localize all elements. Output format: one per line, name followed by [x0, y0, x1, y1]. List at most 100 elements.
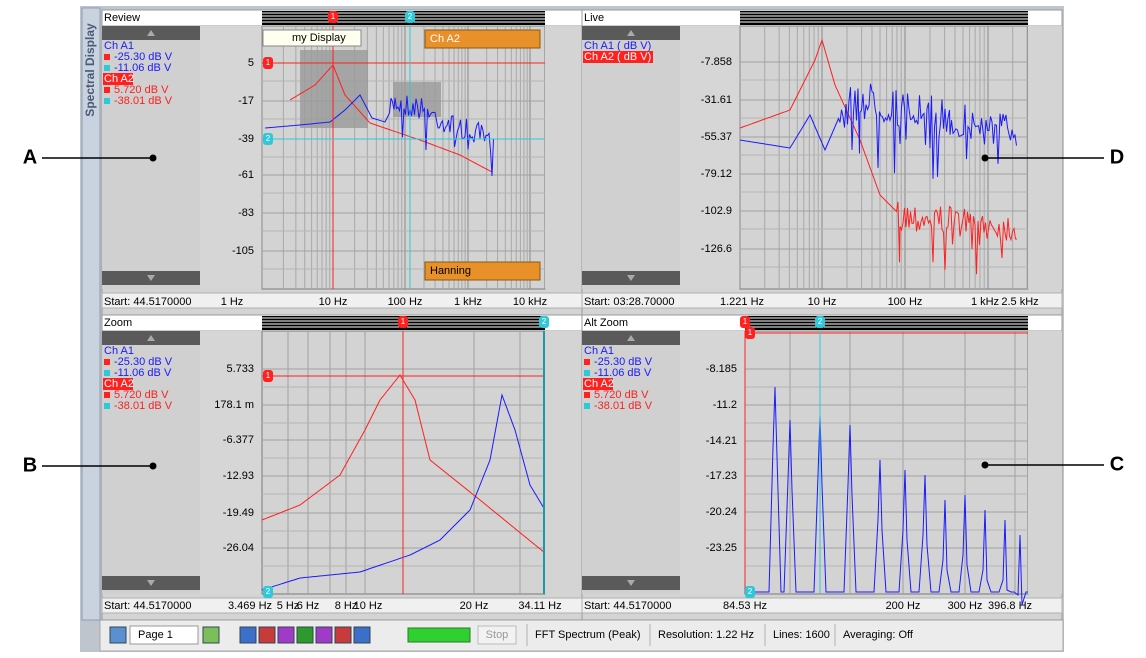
trace [739, 38, 1018, 275]
x-tick-label: 200 Hz [886, 600, 921, 612]
page-icon[interactable] [109, 626, 127, 644]
cursor-swatch [104, 54, 110, 60]
plot-frame [744, 330, 1029, 595]
footer [581, 597, 1063, 614]
legend-highlight [103, 73, 133, 85]
legend-area [582, 331, 680, 594]
transport-button[interactable] [239, 626, 257, 644]
cursor-swatch [104, 65, 110, 71]
cursor-flag-label: 2 [266, 587, 271, 596]
sidebar-title: Spectral Display [83, 23, 97, 117]
x-tick-label: 1 kHz [971, 296, 999, 308]
y-tick-label: -6.377 [223, 434, 254, 446]
legend-highlight [583, 378, 613, 390]
channel-label: Ch A2 [430, 33, 460, 45]
window-box[interactable] [424, 261, 541, 281]
cursor-flag[interactable] [539, 316, 549, 328]
x-tick-label: 6 Hz [297, 600, 320, 612]
cursor-flag-label: 1 [266, 371, 271, 380]
y-tick-label: -11.2 [713, 399, 737, 411]
trace [739, 83, 1017, 179]
callout-dot [149, 154, 157, 162]
x-tick-label: 8 Hz [335, 600, 358, 612]
cursor-swatch [584, 403, 590, 409]
stop-button[interactable] [477, 625, 517, 645]
x-tick-label: 10 kHz [513, 296, 547, 308]
right-strip [1028, 331, 1062, 594]
callout-letter: A [23, 146, 37, 168]
legend-entry: Ch A1 ( dB V) [584, 40, 651, 52]
cursor-flag[interactable] [740, 316, 750, 328]
x-tick-label: 3.469 Hz [228, 600, 272, 612]
cursor-flag[interactable] [815, 316, 825, 328]
legend-entry: -38.01 dB V [594, 400, 653, 412]
y-tick-label: 5 [248, 57, 254, 69]
cursor-swatch [104, 98, 110, 104]
scroll-down-arrow [147, 580, 155, 586]
y-tick-label: -31.61 [701, 94, 732, 106]
panel-title: Zoom [104, 317, 132, 329]
legend-entry: Ch A1 [584, 345, 614, 357]
status-item: Resolution: 1.22 Hz [658, 629, 754, 641]
y-tick-label: -83 [238, 207, 254, 219]
y-tick-label: -12.93 [223, 470, 254, 482]
page-add[interactable] [202, 626, 220, 644]
cursor-swatch [104, 370, 110, 376]
transport-button[interactable] [315, 626, 333, 644]
cursor-flag-label: 1 [748, 328, 753, 337]
cursor-flag-label: 1 [743, 317, 748, 326]
scroll-down-arrow [627, 580, 635, 586]
cursor-flag[interactable] [328, 11, 338, 23]
transport-button[interactable] [296, 626, 314, 644]
x-tick-label: 300 Hz [948, 600, 983, 612]
sidebar-tab[interactable] [81, 7, 101, 621]
y-tick-label: -23.25 [706, 542, 737, 554]
display-label-box[interactable] [262, 29, 362, 47]
y-tick-label: -105 [232, 245, 254, 257]
x-tick-label: 2.5 kHz [1001, 296, 1038, 308]
start-label: Start: 44.5170000 [104, 600, 191, 612]
zoom-box [300, 50, 368, 128]
cursor-flag[interactable] [263, 370, 273, 382]
y-tick-label: -102.9 [701, 205, 732, 217]
x-tick-label: 20 Hz [460, 600, 489, 612]
cursor-flag[interactable] [745, 586, 755, 598]
zoom-box [393, 82, 441, 117]
legend-entry: Ch A2 ( dB V) [584, 51, 651, 63]
start-label: Start: 03:28.70000 [584, 296, 675, 308]
cursor-swatch [584, 359, 590, 365]
cursor-flag[interactable] [263, 133, 273, 145]
transport-button[interactable] [334, 626, 352, 644]
status-item: Lines: 1600 [773, 629, 830, 641]
trace [289, 64, 492, 173]
scroll-up-arrow [627, 335, 635, 341]
page-select[interactable] [129, 625, 199, 645]
y-tick-label: -19.49 [223, 507, 254, 519]
transport-button[interactable] [258, 626, 276, 644]
cursor-flag-label: 2 [818, 317, 823, 326]
footer [581, 292, 1063, 309]
legend-entry: -25.30 dB V [594, 356, 653, 368]
cursor-flag[interactable] [263, 57, 273, 69]
scroll-up-arrow [147, 335, 155, 341]
x-tick-label: 10 Hz [354, 600, 383, 612]
cursor-swatch [104, 359, 110, 365]
cursor-flag[interactable] [263, 586, 273, 598]
cursor-flag[interactable] [398, 316, 408, 328]
legend-area [102, 331, 200, 594]
legend-entry: -38.01 dB V [114, 400, 173, 412]
callout-dot [981, 154, 989, 162]
status-item: FFT Spectrum (Peak) [535, 629, 641, 641]
panel-title: Alt Zoom [584, 317, 628, 329]
cursor-flag-label: 2 [408, 12, 413, 21]
cursor-flag[interactable] [745, 327, 755, 339]
channel-box[interactable] [424, 29, 541, 49]
transport-button[interactable] [353, 626, 371, 644]
legend-entry: 5.720 dB V [594, 389, 649, 401]
transport-button[interactable] [277, 626, 295, 644]
x-tick-label: 1 kHz [454, 296, 482, 308]
callout-letter: D [1110, 146, 1124, 168]
cursor-flag-label: 2 [542, 317, 547, 326]
cursor-flag[interactable] [405, 11, 415, 23]
legend-highlight [103, 378, 133, 390]
